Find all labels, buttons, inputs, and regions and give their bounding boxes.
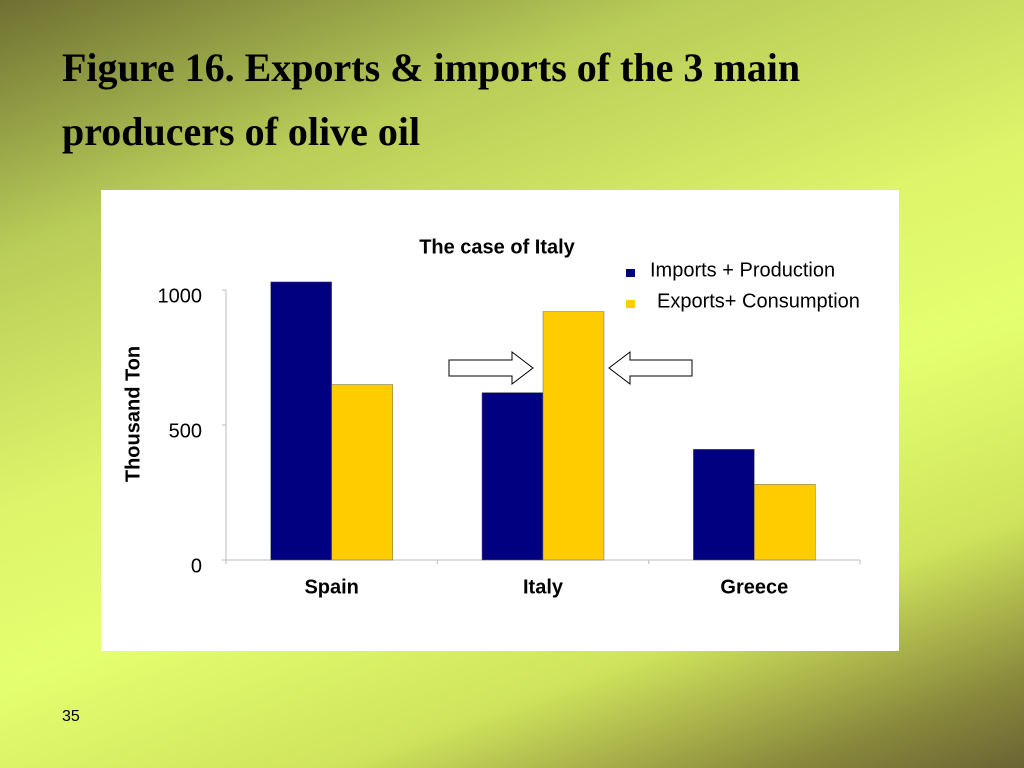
- slide-title: Figure 16. Exports & imports of the 3 ma…: [62, 45, 801, 154]
- bar: [270, 281, 332, 561]
- y-axis-label: Thousand Ton: [122, 346, 144, 482]
- legend-label: Imports + Production: [650, 259, 835, 281]
- bar: [331, 384, 393, 561]
- bar: [693, 449, 755, 561]
- arrow-right: [448, 350, 534, 386]
- chart-title: The case of Italy: [419, 236, 575, 258]
- x-tick-label: Greece: [720, 576, 788, 598]
- y-tick-label: 1000: [158, 285, 203, 307]
- page-number: 35: [62, 708, 80, 725]
- y-tick-label: 500: [169, 420, 202, 442]
- bar: [542, 311, 605, 561]
- arrow-left: [608, 350, 693, 386]
- x-tick-label: Italy: [523, 576, 564, 598]
- legend-swatch: [626, 300, 635, 308]
- legend-swatch: [626, 269, 635, 277]
- legend-label: Exports+ Consumption: [657, 290, 860, 312]
- bar: [481, 392, 544, 561]
- bar: [754, 484, 816, 561]
- x-tick-label: Spain: [304, 576, 358, 598]
- y-tick-label: 0: [191, 555, 202, 577]
